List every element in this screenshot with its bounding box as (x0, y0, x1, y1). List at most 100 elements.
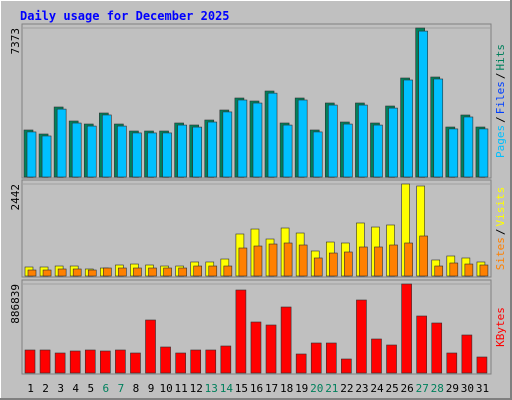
x-tick-label: 31 (476, 382, 489, 395)
bar (358, 104, 368, 178)
x-tick-label: 20 (310, 382, 323, 395)
bar (102, 114, 112, 178)
x-tick-label: 9 (148, 382, 155, 395)
x-tick-label: 25 (385, 382, 398, 395)
bar (193, 265, 203, 277)
bar (464, 263, 474, 277)
y-tick-label: 886839 (9, 284, 22, 324)
bar (162, 132, 172, 178)
bar (220, 345, 232, 374)
bar (479, 264, 489, 277)
bar (282, 124, 293, 178)
x-tick-label: 29 (446, 382, 459, 395)
bar (434, 265, 444, 277)
bar (222, 111, 233, 178)
x-tick-label: 1 (27, 382, 34, 395)
bar (461, 334, 473, 374)
x-tick-label: 23 (355, 382, 368, 395)
x-tick-label: 11 (175, 382, 188, 395)
legend-entry: Visits (494, 187, 507, 227)
bar (449, 262, 459, 277)
bar (145, 319, 156, 374)
bar (403, 79, 413, 178)
x-tick-label: 21 (325, 382, 338, 395)
bar (84, 349, 96, 374)
x-tick-label: 17 (265, 382, 278, 395)
bar (388, 107, 398, 178)
bar (42, 269, 52, 277)
bar (359, 246, 368, 277)
bar (117, 125, 127, 178)
x-tick-label: 12 (190, 382, 203, 395)
bar (163, 267, 172, 277)
bar (448, 128, 459, 178)
bar (118, 267, 127, 277)
bar (327, 104, 338, 178)
bar (418, 30, 428, 178)
bar (433, 78, 444, 178)
bar (344, 251, 353, 277)
legend: Pages/Files/Hits (494, 44, 507, 158)
bar (175, 352, 186, 374)
bar (27, 269, 37, 277)
bar (103, 267, 112, 277)
x-tick-label: 24 (370, 382, 384, 395)
x-tick-label: 10 (159, 382, 172, 395)
x-tick-label: 7 (118, 382, 125, 395)
legend-entry: Files (494, 81, 507, 114)
bar (130, 352, 141, 374)
bar (386, 344, 397, 374)
bar (132, 132, 142, 178)
bar (371, 338, 382, 374)
legend-separator: / (494, 229, 507, 236)
bar (325, 342, 337, 374)
bar (205, 349, 217, 374)
bar (207, 121, 218, 178)
bar (69, 350, 81, 374)
bar (237, 99, 248, 178)
x-tick-label: 26 (401, 382, 414, 395)
bar (148, 267, 157, 277)
bar (373, 124, 383, 178)
bar (416, 315, 427, 374)
x-tick-label: 18 (280, 382, 293, 395)
bar (147, 132, 157, 178)
bar (235, 289, 247, 374)
x-tick-label: 30 (461, 382, 474, 395)
bar (374, 246, 383, 277)
bar (463, 116, 474, 178)
legend-entry: KBytes (494, 307, 507, 347)
x-tick-label: 16 (250, 382, 263, 395)
bar (238, 247, 248, 277)
bar (343, 123, 353, 178)
bar (267, 92, 278, 178)
x-tick-label: 3 (57, 382, 64, 395)
bar (72, 268, 82, 277)
legend: KBytes (494, 307, 507, 347)
x-tick-label: 14 (220, 382, 234, 395)
x-tick-label: 19 (295, 382, 308, 395)
bar (26, 131, 37, 178)
bar (401, 283, 412, 374)
bar (252, 102, 263, 178)
bar (295, 353, 307, 374)
legend-entry: Sites (494, 237, 507, 270)
bar (265, 324, 277, 374)
bar (39, 349, 51, 374)
bar (313, 257, 323, 277)
bar (250, 321, 262, 374)
bar (71, 122, 82, 178)
bar (192, 126, 203, 178)
x-tick-label: 5 (87, 382, 94, 395)
bar (178, 267, 187, 277)
chart-title: Daily usage for December 2025 (20, 9, 230, 23)
bar (356, 299, 367, 374)
bar (177, 124, 187, 178)
bar (310, 342, 322, 374)
bar (280, 306, 292, 374)
legend-entry: Hits (494, 44, 507, 71)
bar (56, 108, 67, 178)
bar (86, 125, 97, 178)
